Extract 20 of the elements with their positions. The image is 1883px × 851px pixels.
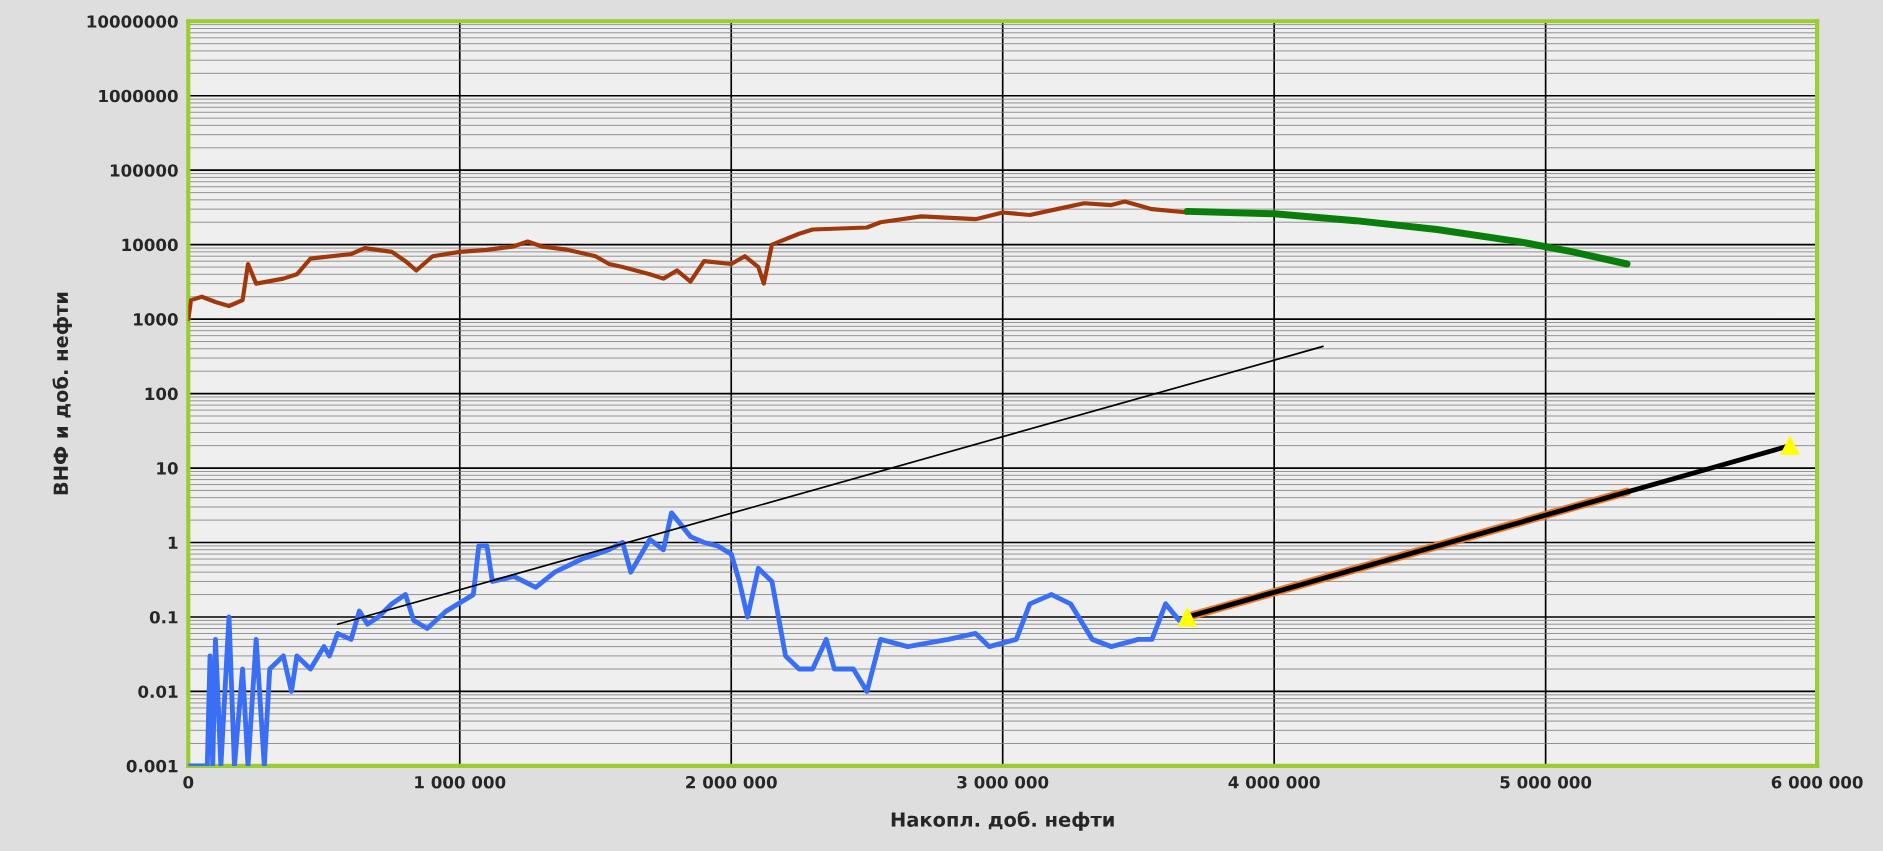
y-tick-label: 0.001 xyxy=(126,759,178,773)
y-tick-label: 1 xyxy=(168,536,178,549)
y-tick-label: 10000000 xyxy=(87,15,178,28)
x-tick-label: 6 000 000 xyxy=(1771,775,1863,789)
x-tick-label: 5 000 000 xyxy=(1500,775,1592,789)
y-tick-label: 100 xyxy=(145,387,178,401)
x-tick-label: 4 000 000 xyxy=(1228,775,1320,789)
y-tick-label: 1000000 xyxy=(99,89,178,103)
x-tick-label: 1 000 000 xyxy=(415,775,506,789)
y-tick-label: 1000 xyxy=(134,313,178,326)
y-axis-title: ВНФ и доб. нефти xyxy=(52,292,72,495)
y-tick-label: 0.1 xyxy=(149,610,178,624)
x-tick-label: 0 xyxy=(183,775,194,789)
y-tick-label: 10 xyxy=(157,462,178,475)
x-tick-label: 2 000 000 xyxy=(686,775,777,789)
y-tick-label: 0.01 xyxy=(138,685,178,699)
y-tick-label: 10000 xyxy=(122,238,178,252)
y-tick-label: 100000 xyxy=(110,164,178,177)
x-tick-label: 3 000 000 xyxy=(957,775,1049,789)
x-axis-title: Накопл. доб. нефти xyxy=(891,811,1114,831)
